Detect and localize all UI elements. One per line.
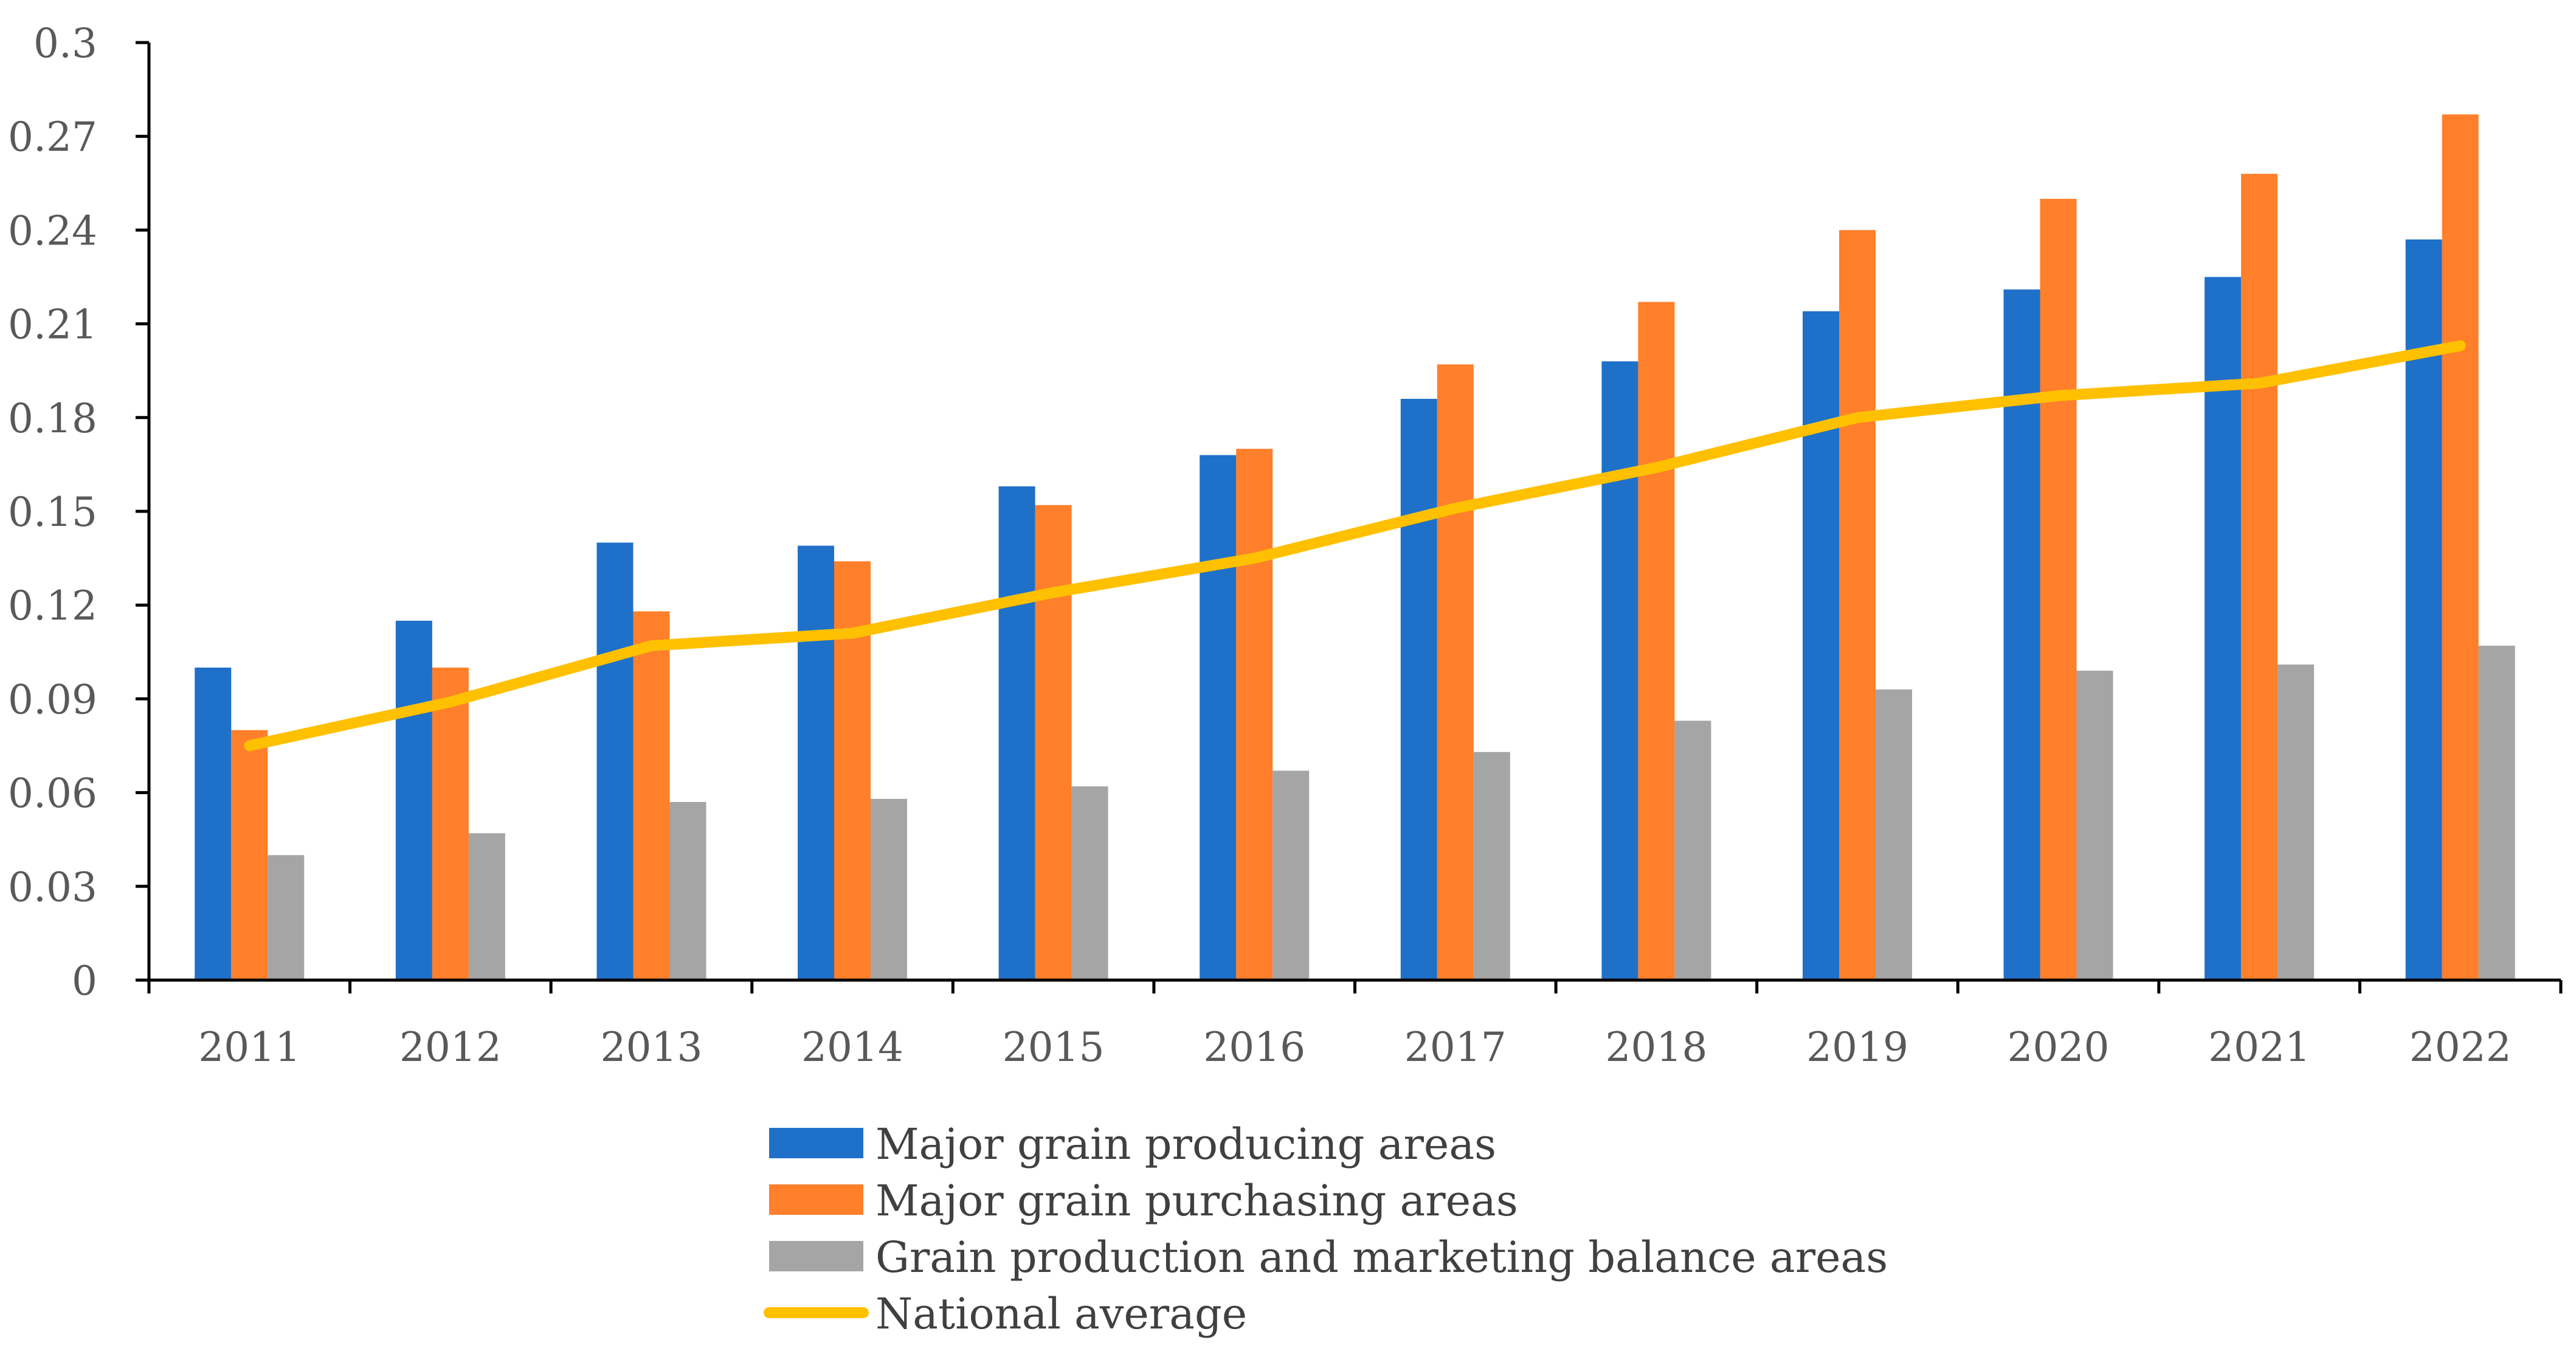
axes-layer: 0 0.03 0.06 0.09 0.12 0.15 0.18 0.21 0.24 0.27 0.3… xyxy=(8,20,2563,1071)
legend-swatch-major-grain-producing-areas xyxy=(769,1128,863,1158)
x-tick-label-2011: 2011 xyxy=(198,1024,300,1071)
y-tick-label-0.24: 0.24 xyxy=(8,207,97,254)
bar-major-grain-producing-areas-2012 xyxy=(395,620,432,980)
x-tick-label-2022: 2022 xyxy=(2409,1024,2512,1071)
bar-major-grain-purchasing-areas-2012 xyxy=(432,668,469,980)
legend: Major grain producing areas Major grain p… xyxy=(764,1119,1888,1339)
bar-grain-production-and-marketing-balance-areas-2018 xyxy=(1674,720,1711,980)
bar-major-grain-purchasing-areas-2016 xyxy=(1236,449,1273,980)
legend-label-major-grain-producing-areas: Major grain producing areas xyxy=(875,1119,1496,1169)
y-tick-label-0.15: 0.15 xyxy=(8,489,97,536)
x-tick-label-2016: 2016 xyxy=(1203,1024,1305,1071)
y-tick-label-0: 0 xyxy=(72,958,97,1004)
bar-major-grain-producing-areas-2013 xyxy=(596,542,634,980)
x-tick-label-2021: 2021 xyxy=(2208,1024,2310,1071)
bar-grain-production-and-marketing-balance-areas-2012 xyxy=(468,833,505,980)
bar-grain-production-and-marketing-balance-areas-2011 xyxy=(268,855,305,980)
bar-major-grain-producing-areas-2014 xyxy=(798,545,834,980)
y-tick-label-0.09: 0.09 xyxy=(8,676,97,723)
bar-major-grain-purchasing-areas-2022 xyxy=(2442,114,2479,981)
x-tick-label-2014: 2014 xyxy=(801,1024,903,1071)
bar-grain-production-and-marketing-balance-areas-2015 xyxy=(1071,786,1108,980)
x-tick-label-2020: 2020 xyxy=(2008,1024,2110,1071)
bar-grain-production-and-marketing-balance-areas-2014 xyxy=(871,798,907,980)
bar-major-grain-producing-areas-2011 xyxy=(195,668,232,980)
bar-major-grain-purchasing-areas-2020 xyxy=(2040,199,2077,980)
y-tick-label-0.12: 0.12 xyxy=(8,582,97,629)
legend-label-major-grain-purchasing-areas: Major grain purchasing areas xyxy=(875,1176,1518,1226)
bar-grain-production-and-marketing-balance-areas-2013 xyxy=(669,802,706,980)
bar-major-grain-purchasing-areas-2017 xyxy=(1437,364,1474,980)
line-layer xyxy=(244,340,2466,752)
bar-major-grain-purchasing-areas-2011 xyxy=(231,730,268,980)
x-tick-label-2012: 2012 xyxy=(399,1024,502,1071)
bar-major-grain-producing-areas-2018 xyxy=(1601,361,1638,980)
bar-major-grain-purchasing-areas-2018 xyxy=(1638,302,1675,981)
y-tick-label-0.27: 0.27 xyxy=(8,114,97,161)
bar-major-grain-purchasing-areas-2014 xyxy=(834,561,871,980)
legend-label-national-average: National average xyxy=(875,1289,1247,1339)
bar-major-grain-purchasing-areas-2021 xyxy=(2241,173,2278,980)
x-tick-label-2015: 2015 xyxy=(1003,1024,1105,1071)
bar-major-grain-producing-areas-2015 xyxy=(998,486,1035,980)
y-tick-label-0.06: 0.06 xyxy=(8,770,97,817)
bar-major-grain-producing-areas-2019 xyxy=(1803,311,1839,980)
legend-label-grain-production-and-marketing-balance-areas: Grain production and marketing balance a… xyxy=(875,1232,1888,1282)
bar-major-grain-purchasing-areas-2013 xyxy=(633,611,670,980)
bar-grain-production-and-marketing-balance-areas-2020 xyxy=(2076,671,2113,980)
y-tick-label-0.03: 0.03 xyxy=(8,864,97,911)
legend-swatch-major-grain-purchasing-areas xyxy=(769,1184,863,1215)
x-tick-label-2013: 2013 xyxy=(600,1024,702,1071)
bar-grain-production-and-marketing-balance-areas-2022 xyxy=(2478,646,2515,980)
bar-major-grain-producing-areas-2021 xyxy=(2205,277,2242,980)
bar-major-grain-producing-areas-2022 xyxy=(2405,239,2442,980)
y-tick-label-0.3: 0.3 xyxy=(33,20,97,67)
y-tick-label-0.21: 0.21 xyxy=(8,302,97,348)
bars-layer xyxy=(195,114,2515,981)
bar-major-grain-purchasing-areas-2019 xyxy=(1839,230,1876,980)
bar-major-grain-purchasing-areas-2015 xyxy=(1035,505,1072,980)
bar-grain-production-and-marketing-balance-areas-2017 xyxy=(1473,752,1510,980)
bar-grain-production-and-marketing-balance-areas-2019 xyxy=(1876,689,1912,980)
x-tick-label-2019: 2019 xyxy=(1806,1024,1908,1071)
y-tick-label-0.18: 0.18 xyxy=(8,395,97,442)
bar-major-grain-producing-areas-2017 xyxy=(1400,399,1437,980)
x-tick-label-2018: 2018 xyxy=(1605,1024,1707,1071)
line-national-average xyxy=(244,340,2466,752)
x-tick-label-2017: 2017 xyxy=(1404,1024,1507,1071)
bar-major-grain-producing-areas-2016 xyxy=(1200,455,1237,980)
bar-grain-production-and-marketing-balance-areas-2016 xyxy=(1272,770,1310,980)
bar-grain-production-and-marketing-balance-areas-2021 xyxy=(2277,664,2315,980)
legend-swatch-grain-production-and-marketing-balance-areas xyxy=(769,1241,863,1271)
